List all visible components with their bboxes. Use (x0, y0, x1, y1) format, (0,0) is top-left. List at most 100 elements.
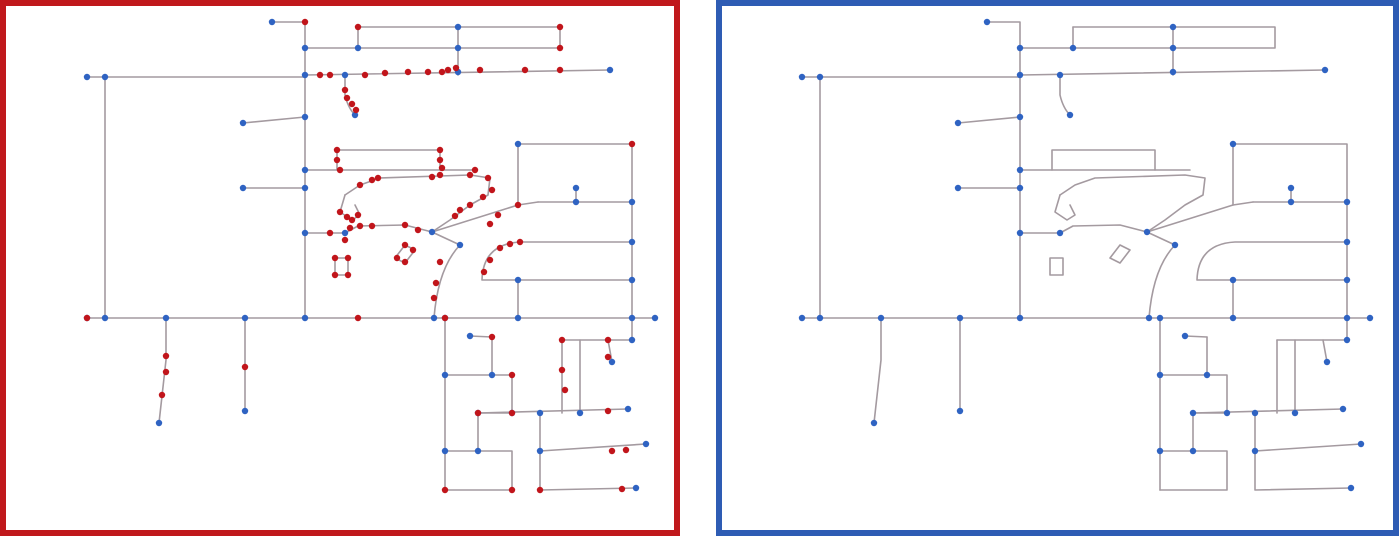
intermediate-node (162, 368, 170, 376)
intersection-node (441, 447, 449, 455)
road-edge (1059, 74, 1071, 116)
intermediate-node (558, 336, 566, 344)
intermediate-node (316, 71, 324, 79)
intersection-node (1016, 71, 1024, 79)
intersection-node (1343, 336, 1351, 344)
intersection-node (1143, 228, 1151, 236)
intersection-node (1203, 371, 1211, 379)
intermediate-node (506, 240, 514, 248)
intermediate-node (479, 193, 487, 201)
intersection-node (1287, 198, 1295, 206)
intermediate-node (404, 68, 412, 76)
intermediate-node (336, 208, 344, 216)
intersection-node (1066, 111, 1074, 119)
intermediate-node (622, 446, 630, 454)
intermediate-node (333, 156, 341, 164)
intersection-node (1321, 66, 1329, 74)
intermediate-node (374, 174, 382, 182)
intersection-node (514, 276, 522, 284)
intersection-node (488, 371, 496, 379)
road-edge (444, 374, 513, 414)
intersection-node (816, 314, 824, 322)
intermediate-node (486, 220, 494, 228)
intermediate-node (438, 68, 446, 76)
intermediate-node (241, 363, 249, 371)
intermediate-node (514, 201, 522, 209)
intersection-node (456, 241, 464, 249)
road-edge (1051, 149, 1156, 171)
intermediate-node (354, 314, 362, 322)
road-edge (1049, 257, 1064, 276)
intermediate-node (480, 268, 488, 276)
intermediate-node (331, 271, 339, 279)
road-edge (431, 201, 539, 233)
intersection-node (1156, 314, 1164, 322)
intersection-node (430, 314, 438, 322)
intermediate-node (438, 164, 446, 172)
road-edge (1196, 241, 1348, 281)
intersection-node (83, 73, 91, 81)
road-edge (1254, 412, 1352, 491)
intermediate-node (326, 229, 334, 237)
intersection-node (1291, 409, 1299, 417)
intersection-node (1169, 44, 1177, 52)
intermediate-node (561, 386, 569, 394)
intersection-node (1056, 71, 1064, 79)
intersection-node (1169, 23, 1177, 31)
intermediate-node (436, 146, 444, 154)
road-edge (873, 317, 882, 424)
intersection-node (956, 314, 964, 322)
intersection-node (301, 71, 309, 79)
intersection-node (301, 44, 309, 52)
intersection-node (241, 407, 249, 415)
intermediate-node (604, 407, 612, 415)
intersection-node (536, 447, 544, 455)
intersection-node (239, 119, 247, 127)
intermediate-node (521, 66, 529, 74)
intersection-node (341, 229, 349, 237)
intersection-node (632, 484, 640, 492)
intersection-node (651, 314, 659, 322)
intersection-node (514, 140, 522, 148)
intermediate-node (354, 23, 362, 31)
intersection-node (983, 18, 991, 26)
intersection-node (1287, 184, 1295, 192)
intermediate-node (368, 222, 376, 230)
intersection-node (1366, 314, 1374, 322)
intersection-node (301, 166, 309, 174)
road-edge (444, 412, 479, 452)
intersection-node (1251, 447, 1259, 455)
road-edge (1054, 194, 1076, 221)
intermediate-node (484, 174, 492, 182)
road-edge (539, 443, 647, 452)
intermediate-node (556, 66, 564, 74)
intermediate-node (441, 486, 449, 494)
intermediate-node (361, 71, 369, 79)
intersection-node (301, 229, 309, 237)
intermediate-node (409, 246, 417, 254)
intermediate-node (628, 140, 636, 148)
intersection-node (1357, 440, 1365, 448)
intersection-node (877, 314, 885, 322)
intersection-node (1229, 140, 1237, 148)
intersection-node (1189, 447, 1197, 455)
road-edge (986, 21, 1021, 76)
road-edge (271, 21, 306, 76)
right-node-layer (798, 18, 1374, 492)
intermediate-node (558, 366, 566, 374)
intermediate-node (401, 258, 409, 266)
intersection-node (239, 184, 247, 192)
intermediate-node (496, 244, 504, 252)
intermediate-node (474, 409, 482, 417)
intersection-node (1189, 409, 1197, 417)
intermediate-node (356, 181, 364, 189)
road-edge (1148, 244, 1176, 319)
intermediate-node (348, 216, 356, 224)
intersection-node (954, 184, 962, 192)
intersection-node (1171, 241, 1179, 249)
intersection-node (1169, 68, 1177, 76)
intersection-node (162, 314, 170, 322)
road-edge (334, 257, 349, 276)
road-edge (1276, 339, 1328, 363)
intersection-node (1323, 358, 1331, 366)
